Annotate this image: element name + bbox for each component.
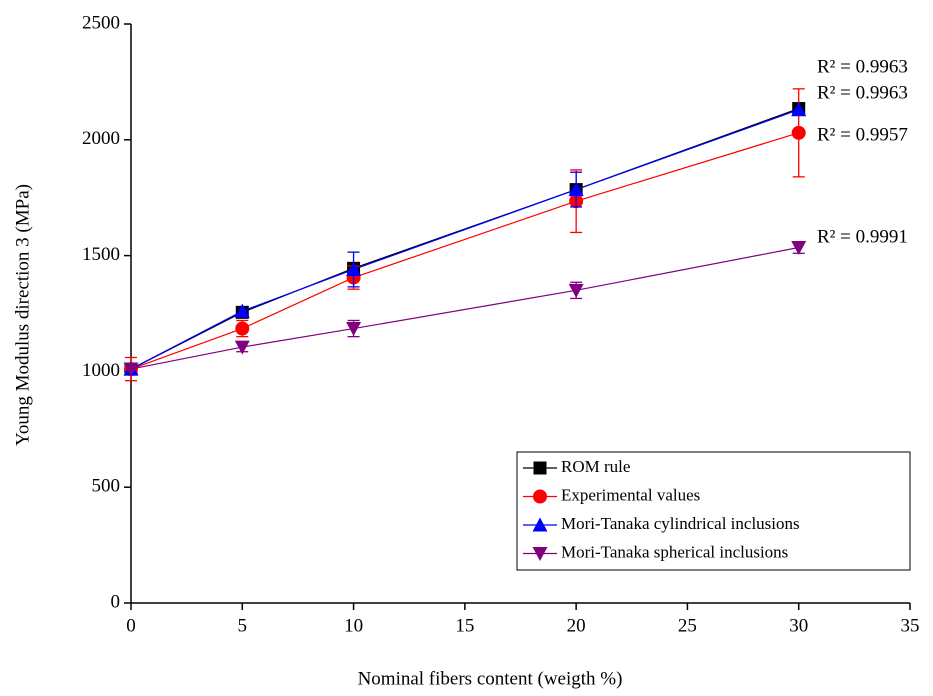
- x-tick-label: 25: [678, 615, 697, 636]
- data-point: [235, 321, 250, 336]
- annotation: R² = 0.9963: [817, 56, 908, 77]
- legend-label: Experimental values: [561, 485, 700, 504]
- legend-marker: [532, 547, 548, 561]
- x-tick-label: 5: [238, 615, 248, 636]
- annotation: R² = 0.9991: [817, 226, 908, 247]
- y-tick-label: 500: [92, 476, 121, 497]
- data-point: [346, 261, 362, 276]
- data-point: [791, 240, 807, 255]
- series-line: [130, 132, 799, 370]
- y-tick-label: 2500: [82, 12, 120, 33]
- x-tick-label: 35: [901, 615, 920, 636]
- data-point: [791, 102, 807, 117]
- legend-label: Mori-Tanaka spherical inclusions: [561, 542, 788, 561]
- y-tick-label: 1000: [82, 360, 120, 381]
- data-point: [568, 283, 584, 298]
- x-tick-label: 15: [455, 615, 474, 636]
- legend-marker: [533, 489, 547, 504]
- x-tick-label: 0: [126, 615, 136, 636]
- legend-label: Mori-Tanaka cylindrical inclusions: [561, 514, 800, 533]
- y-tick-label: 0: [111, 591, 121, 612]
- data-point: [234, 340, 250, 355]
- x-axis-label: Nominal fibers content (weigth %): [358, 668, 623, 689]
- data-point: [568, 182, 584, 197]
- x-tick-label: 10: [344, 615, 363, 636]
- legend-label: ROM rule: [561, 457, 630, 476]
- x-tick-label: 20: [567, 615, 586, 636]
- annotation: R² = 0.9957: [817, 124, 908, 145]
- legend-box: [516, 451, 911, 571]
- y-tick-label: 2000: [82, 128, 120, 149]
- y-axis-label: Young Modulus direction 3 (MPa): [12, 184, 33, 446]
- legend-marker: [532, 517, 548, 532]
- series-line: [130, 246, 799, 370]
- x-tick-label: 30: [789, 615, 808, 636]
- data-point: [791, 125, 806, 140]
- data-point: [234, 303, 250, 318]
- y-tick-label: 1500: [82, 244, 120, 265]
- annotation: R² = 0.9963: [817, 82, 908, 103]
- data-point: [346, 322, 362, 337]
- data-point: [123, 362, 139, 377]
- legend-marker: [533, 461, 547, 475]
